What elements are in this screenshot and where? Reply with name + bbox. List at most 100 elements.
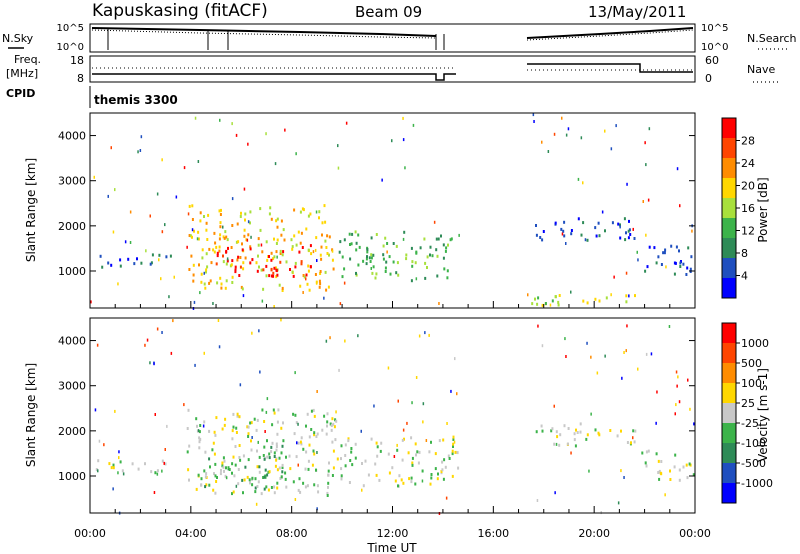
heatmap-cell (382, 257, 385, 261)
heatmap-cell (129, 210, 132, 214)
heatmap-cell (161, 469, 163, 473)
heatmap-cell (156, 327, 159, 331)
heatmap-cell (428, 333, 430, 337)
heatmap-cell (633, 440, 636, 444)
heatmap-cell (320, 257, 323, 261)
heatmap-cell (273, 266, 276, 270)
heatmap-cell (295, 243, 298, 247)
heatmap-cell (321, 428, 324, 432)
heatmap-cell (250, 421, 253, 425)
heatmap-cell (110, 146, 112, 150)
heatmap-cell (273, 255, 276, 259)
heatmap-cell (315, 435, 318, 438)
heatmap-cell (201, 248, 204, 252)
heatmap-cell (343, 267, 346, 271)
heatmap-cell (212, 488, 215, 492)
heatmap-cell (265, 264, 268, 268)
heatmap-cell (315, 281, 318, 285)
heatmap-cell (205, 228, 208, 232)
freq-left-tick-bottom: 8 (77, 72, 84, 85)
heatmap-cell (107, 194, 109, 198)
heatmap-cell (198, 440, 201, 444)
heatmap-cell (299, 284, 302, 288)
heatmap-cell (647, 449, 650, 453)
heatmap-cell (604, 354, 606, 358)
noise-panel (89, 23, 696, 53)
heatmap-cell (238, 456, 241, 459)
nsearch-label: N.Search (747, 32, 797, 45)
heatmap-cell (244, 212, 247, 216)
heatmap-cell (348, 481, 351, 484)
heatmap-cell (677, 375, 679, 379)
heatmap-cell (165, 255, 168, 259)
colorbar-swatch (722, 218, 736, 239)
heatmap-cell (674, 261, 677, 265)
heatmap-cell (415, 453, 417, 457)
heatmap-cell (418, 334, 421, 338)
heatmap-cell (200, 272, 203, 276)
heatmap-cell (384, 270, 387, 273)
heatmap-cell (407, 451, 410, 455)
heatmap-cell (239, 215, 242, 218)
heatmap-cell (624, 238, 627, 242)
heatmap-cell (647, 198, 650, 202)
heatmap-cell (97, 469, 99, 473)
heatmap-cell (205, 270, 207, 274)
heatmap-cell (454, 357, 456, 361)
heatmap-cell (239, 383, 242, 387)
heatmap-cell (276, 273, 279, 277)
heatmap-cell (306, 412, 309, 416)
heatmap-cell (387, 452, 390, 456)
heatmap-cell (340, 444, 343, 448)
heatmap-cell (270, 486, 273, 489)
heatmap-cell (537, 324, 539, 328)
heatmap-cell (305, 450, 308, 454)
heatmap-cell (193, 300, 196, 304)
heatmap-cell (655, 421, 657, 425)
heatmap-cell (577, 177, 580, 181)
heatmap-cell (231, 122, 233, 126)
heatmap-cell (186, 427, 189, 430)
heatmap-cell (117, 471, 119, 475)
heatmap-cell (292, 480, 295, 484)
heatmap-cell (689, 270, 692, 273)
nsky-label: N.Sky (2, 32, 34, 45)
heatmap-cell (605, 296, 608, 300)
heatmap-cell (244, 465, 247, 469)
heatmap-cell (251, 331, 253, 335)
heatmap-cell (209, 279, 212, 283)
heatmap-cell (582, 181, 584, 185)
heatmap-cell (303, 275, 306, 279)
heatmap-cell (275, 268, 278, 272)
heatmap-cell (425, 439, 428, 442)
heatmap-cell (549, 303, 552, 307)
heatmap-cell (675, 245, 678, 249)
heatmap-cell (243, 187, 246, 191)
heatmap-cell (682, 465, 685, 469)
heatmap-cell (414, 442, 417, 446)
heatmap-cell (112, 487, 114, 491)
heatmap-cell (338, 250, 341, 254)
heatmap-cell (280, 426, 283, 430)
heatmap-cell (626, 324, 628, 328)
heatmap-cell (375, 272, 378, 276)
heatmap-cell (328, 235, 331, 239)
power-colorbar: 28 24 20 16 12 8 4 (721, 117, 755, 299)
heatmap-cell (435, 237, 438, 241)
heatmap-cell (280, 219, 283, 223)
heatmap-cell (397, 484, 399, 488)
heatmap-cell (620, 469, 622, 473)
heatmap-cell (448, 457, 451, 460)
heatmap-cell (632, 227, 634, 231)
heatmap-cell (663, 251, 666, 255)
colorbar-swatch (722, 403, 736, 424)
heatmap-cell (376, 445, 379, 449)
heatmap-cell (276, 468, 279, 472)
heatmap-cell (440, 470, 443, 473)
heatmap-cell (556, 435, 559, 439)
heatmap-cell (243, 478, 246, 482)
heatmap-cell (350, 450, 353, 454)
heatmap-cell (431, 254, 434, 258)
heatmap-cell (232, 490, 235, 494)
heatmap-cell (137, 467, 140, 471)
